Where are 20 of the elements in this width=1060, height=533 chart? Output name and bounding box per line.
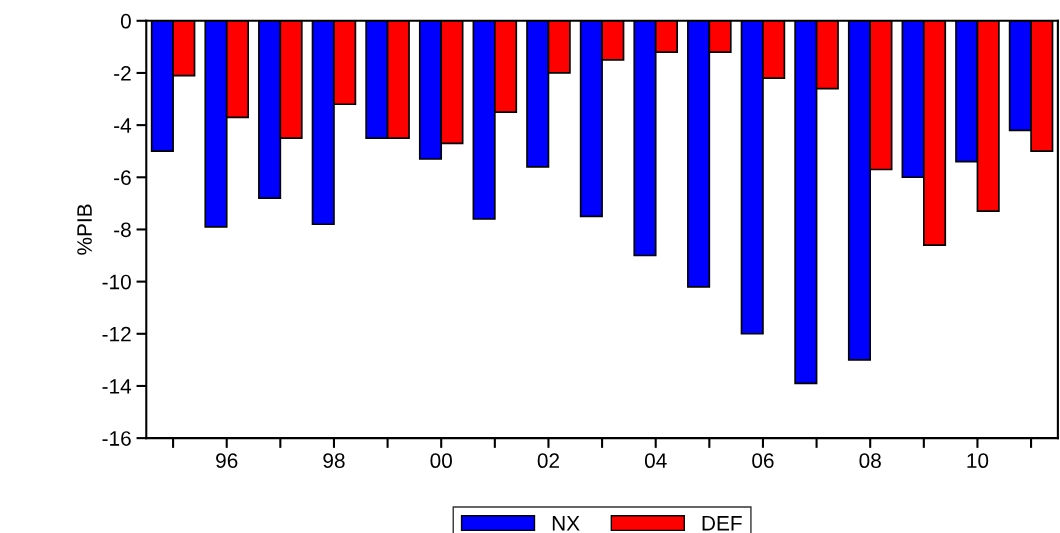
- y-tick-label: -2: [114, 65, 131, 81]
- x-tick-label: 06: [752, 453, 774, 469]
- y-tick-label: -4: [114, 118, 132, 133]
- legend-label: NX: [552, 516, 580, 531]
- legend-label: DEF: [702, 516, 742, 531]
- y-tick-label: 0: [120, 13, 131, 29]
- x-tick-label: 98: [323, 453, 345, 469]
- x-tick-label: 08: [859, 453, 881, 469]
- y-tick-label: -10: [102, 274, 131, 290]
- y-tick-label: -6: [114, 170, 131, 186]
- x-tick-label: 10: [967, 453, 989, 469]
- y-tick-label: -16: [102, 431, 131, 446]
- y-tick-label: -8: [114, 222, 131, 238]
- y-tick-label: -14: [102, 379, 132, 394]
- x-tick-label: 00: [430, 453, 452, 469]
- y-axis-title: %PIB: [77, 204, 92, 255]
- x-tick-label: 02: [537, 453, 559, 469]
- x-tick-label: 96: [216, 453, 238, 469]
- x-tick-label: 04: [644, 453, 667, 469]
- y-tick-label: -12: [102, 326, 131, 342]
